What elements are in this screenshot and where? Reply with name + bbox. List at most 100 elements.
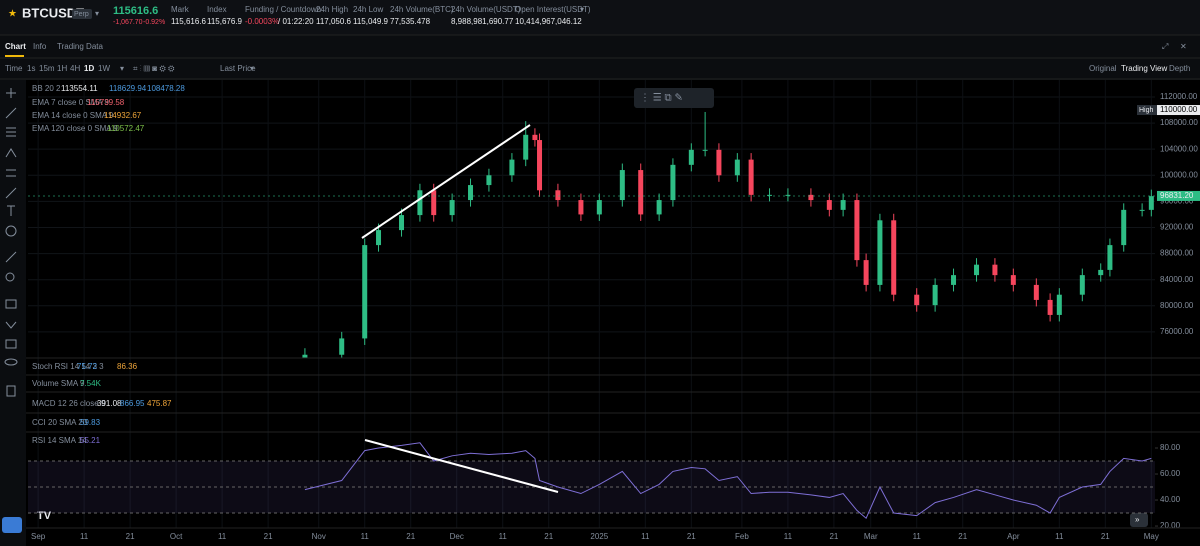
candle-body xyxy=(486,175,492,186)
stat-label: Funding / Countdown xyxy=(245,5,321,14)
candle-body xyxy=(417,190,423,216)
interval[interactable]: 1W xyxy=(98,64,110,73)
tab[interactable]: Chart xyxy=(5,42,26,51)
candle-body xyxy=(376,230,382,246)
x-tick-label: Mar xyxy=(864,532,878,541)
candle-body xyxy=(877,220,883,285)
tool-icon[interactable]: ⌗ ⫶ ▥ ◙ ⚙ ⚙ xyxy=(133,64,175,73)
candle-body xyxy=(808,194,814,201)
y-tick-label: 100000.00 xyxy=(1160,170,1198,179)
candle-body xyxy=(619,170,625,201)
candle-body xyxy=(1033,284,1039,300)
indicator-value: 113554.11 xyxy=(61,84,98,93)
close-icon[interactable]: ✕ xyxy=(1180,42,1187,51)
indicator-label: MACD 12 26 close 9 xyxy=(32,399,106,408)
indicator-value: 75.72 xyxy=(77,362,98,371)
x-tick-label: 11 xyxy=(218,532,227,541)
x-tick-label: Feb xyxy=(735,532,749,541)
dropdown[interactable]: ▾ xyxy=(580,5,584,14)
price-type[interactable]: Last Price xyxy=(220,64,256,73)
candle-body xyxy=(339,338,345,355)
candle-body xyxy=(468,185,474,201)
indicator-label: EMA 7 close 0 SMA 9 xyxy=(32,98,109,107)
last-price-tag: 96831.20 xyxy=(1160,191,1194,200)
candle-body xyxy=(716,149,722,176)
interval[interactable]: 1H xyxy=(57,64,67,73)
candle-body xyxy=(1107,245,1113,270)
y-tick-label: 92000.00 xyxy=(1160,223,1194,232)
x-tick-label: 21 xyxy=(829,532,838,541)
x-tick-label: 11 xyxy=(1055,532,1064,541)
expand-icon[interactable]: ⤢ xyxy=(1161,42,1168,51)
x-tick-label: Nov xyxy=(312,532,326,541)
trend-line[interactable] xyxy=(361,124,531,239)
candle-body xyxy=(523,134,529,160)
stat-value: -0.0003% xyxy=(245,17,279,26)
interval[interactable]: 15m xyxy=(39,64,55,73)
drawing-tools[interactable] xyxy=(4,88,18,397)
interval[interactable]: 1D xyxy=(84,64,94,73)
star-icon[interactable]: ★ xyxy=(8,9,17,20)
y-tick-label: 80000.00 xyxy=(1160,301,1194,310)
interval[interactable]: 4H xyxy=(70,64,80,73)
view-option[interactable]: Trading View xyxy=(1121,64,1167,73)
x-tick-label: 21 xyxy=(406,532,415,541)
stat-label: 24h High xyxy=(316,5,348,14)
indicator-label: Stoch RSI 14 14 3 3 xyxy=(32,362,104,371)
candle-body xyxy=(1079,275,1085,295)
indicator-value: 59.83 xyxy=(80,418,101,427)
indicator-label: RSI 14 SMA 14 xyxy=(32,436,87,445)
last-price-bg xyxy=(1157,190,1200,201)
indicator-label: CCI 20 SMA 20 xyxy=(32,418,88,427)
drawing-toolbar[interactable] xyxy=(634,88,714,108)
indicator-value: 115739.58 xyxy=(87,98,125,107)
view-option[interactable]: Original xyxy=(1089,64,1117,73)
candle-body xyxy=(431,190,437,216)
x-tick-label: 11 xyxy=(80,532,89,541)
indicator-label: Volume SMA 9 xyxy=(32,379,85,388)
badge-bg xyxy=(72,9,92,19)
x-tick-label: 21 xyxy=(1101,532,1110,541)
y-tick-label: 80.00 xyxy=(1160,443,1181,452)
candle-body xyxy=(748,159,754,195)
candle-body xyxy=(992,264,998,276)
stat-label: 24h Volume(BTC) xyxy=(390,5,454,14)
trend-line[interactable] xyxy=(364,439,559,493)
tab[interactable]: Trading Data xyxy=(57,42,104,51)
x-tick-label: 2025 xyxy=(590,532,608,541)
candle-body xyxy=(1010,275,1016,285)
candle-body xyxy=(863,260,869,285)
candle-body xyxy=(638,170,644,215)
indicator-label: BB 20 2 xyxy=(32,84,61,93)
scroll-icon[interactable]: » xyxy=(1135,515,1140,524)
x-tick-label: 11 xyxy=(499,532,508,541)
stat-value: 115,616.6 xyxy=(171,17,207,26)
interval[interactable]: 1s xyxy=(27,64,35,73)
high-tag-bg xyxy=(1137,105,1157,116)
header-bg xyxy=(0,0,1200,35)
scroll-button[interactable] xyxy=(1130,513,1148,527)
candle-body xyxy=(1047,299,1053,315)
stat-value: 115,049.9 xyxy=(353,17,389,26)
logo-button[interactable] xyxy=(2,517,22,533)
x-tick-label: 21 xyxy=(126,532,135,541)
candle-body xyxy=(840,200,846,210)
view-option[interactable]: Depth xyxy=(1169,64,1190,73)
dropdown[interactable]: ▾ xyxy=(120,64,124,73)
symbol[interactable]: BTCUSDT xyxy=(22,5,84,20)
dropdown[interactable]: ▾ xyxy=(95,9,99,18)
candle-body xyxy=(1139,209,1145,211)
high-tag-name: High xyxy=(1139,107,1154,114)
drawing-toolbar-icons[interactable]: ⋮ ☰ ⧉ ✎ xyxy=(640,93,683,104)
candle-body xyxy=(656,200,662,215)
x-tick-label: 21 xyxy=(264,532,273,541)
tab[interactable]: Info xyxy=(33,42,47,51)
dropdown[interactable]: ▾ xyxy=(250,64,254,73)
change: -1,067.70 xyxy=(113,19,143,26)
stat-label: Index xyxy=(207,5,227,14)
candle-body xyxy=(932,284,938,306)
indicator-value: 475.87 xyxy=(147,399,172,408)
indicator-value: 110572.47 xyxy=(107,124,145,133)
x-tick-label: 21 xyxy=(958,532,967,541)
